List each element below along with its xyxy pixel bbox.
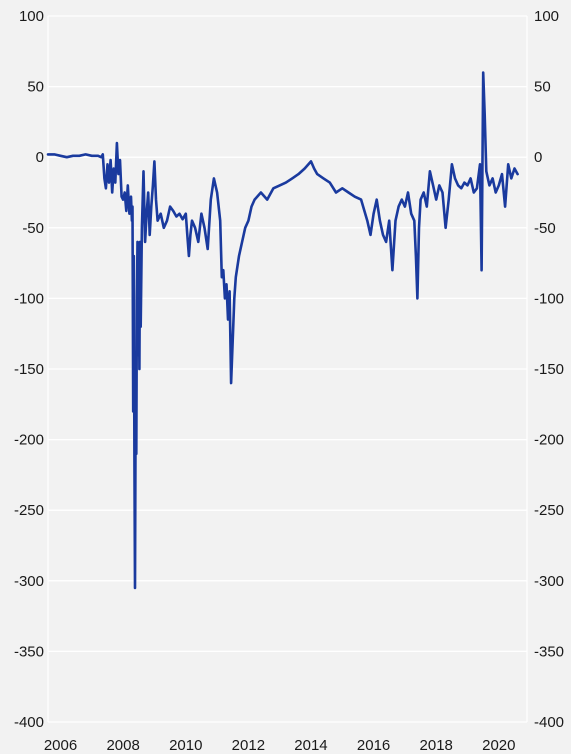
x-tick-label: 2008 [106,737,139,754]
series-layer [46,71,519,590]
left-y-tick-label: -300 [14,573,44,590]
right-y-tick-label: -250 [534,502,564,519]
left-y-tick-label: 0 [36,149,44,166]
series-line [46,71,519,590]
right-y-tick-label: 50 [534,79,551,96]
left-y-tick-label: -150 [14,361,44,378]
x-tick-label: 2020 [482,737,515,754]
left-y-tick-label: -400 [14,714,44,731]
x-tick-label: 2014 [294,737,327,754]
x-tick-label: 2016 [357,737,390,754]
x-tick-label: 2006 [44,737,77,754]
grid-lines [47,15,528,723]
x-axis: 2006 2008 2010 2012 2014 2016 2018 2020 [44,737,516,754]
left-y-tick-label: -250 [14,502,44,519]
right-y-tick-label: -100 [534,290,564,307]
right-y-tick-label: 0 [534,149,542,166]
left-y-tick-label: -50 [22,220,44,237]
x-tick-label: 2018 [420,737,453,754]
right-y-tick-label: -150 [534,361,564,378]
left-y-tick-label: -200 [14,432,44,449]
right-y-tick-label: -350 [534,643,564,660]
right-y-tick-label: -50 [534,220,556,237]
x-tick-label: 2010 [169,737,202,754]
right-y-tick-label: -200 [534,432,564,449]
left-y-tick-label: 100 [19,8,44,25]
left-y-tick-label: -350 [14,643,44,660]
left-y-tick-label: -100 [14,290,44,307]
right-y-axis: 100 50 0 -50 -100 -150 -200 -250 -300 -350 -400 [534,8,564,731]
right-y-tick-label: -300 [534,573,564,590]
x-tick-label: 2012 [232,737,265,754]
left-y-axis: 100 50 0 -50 -100 -150 -200 -250 -300 -350 -400 [14,8,44,731]
right-y-tick-label: -400 [534,714,564,731]
left-y-tick-label: 50 [27,79,44,96]
right-y-tick-label: 100 [534,8,559,25]
